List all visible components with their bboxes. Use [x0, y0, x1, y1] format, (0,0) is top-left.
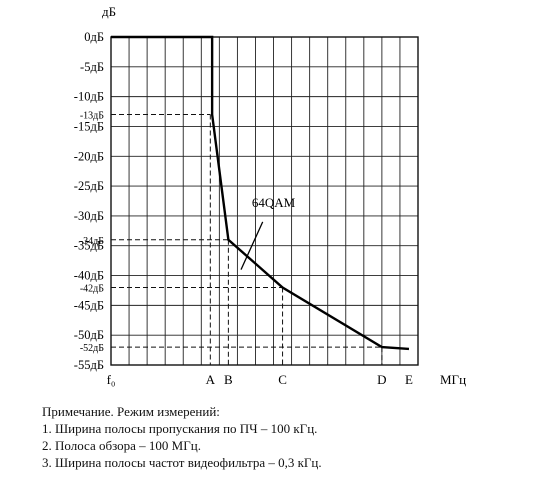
series-label: 64QAM — [252, 195, 296, 210]
x-tick-label: f₀ — [107, 372, 116, 387]
axes — [110, 36, 419, 366]
y-tick-label: -42дБ — [80, 283, 104, 294]
y-tick-labels: 0дБ -5дБ -10дБ -13дБ-15дБ -20дБ -25дБ -30дБ -34… — [74, 30, 104, 372]
plot-frame — [110, 36, 419, 366]
x-tick-labels: f₀ A B C D E — [107, 372, 413, 387]
y-tick-label: -30дБ — [74, 209, 104, 223]
series: 64QAM — [111, 35, 410, 351]
series-line — [111, 35, 410, 351]
y-tick-label: -13дБ — [80, 111, 104, 122]
y-tick-label: -10дБ — [74, 90, 104, 104]
x-tick-label: E — [405, 372, 413, 387]
y-axis-unit: дБ — [102, 4, 116, 19]
y-tick-label: -15дБ — [74, 119, 104, 133]
grid — [111, 37, 418, 365]
y-tick-label: -5дБ — [80, 60, 104, 74]
series-label-leader — [240, 221, 264, 270]
x-tick-label: C — [278, 372, 287, 387]
y-tick-label: -34дБ — [80, 236, 104, 247]
chart: 64QAM 0дБ -5дБ -10дБ -13дБ-15дБ -20дБ -25дБ -3… — [74, 4, 466, 387]
y-tick-label: -25дБ — [74, 179, 104, 193]
y-tick-label: -35дБ — [74, 239, 104, 253]
notes-item: 3. Ширина полосы частот видеофильтра – 0… — [42, 455, 322, 470]
y-tick-label: -40дБ — [74, 269, 104, 283]
y-tick-label: -55дБ — [74, 358, 104, 372]
notes-title: Примечание. Режим измерений: — [42, 404, 220, 419]
x-tick-label: B — [224, 372, 233, 387]
x-tick-label: D — [377, 372, 386, 387]
y-tick-label: 0дБ — [84, 30, 104, 44]
y-tick-label: -20дБ — [74, 149, 104, 163]
x-axis-unit: МГц — [440, 372, 466, 387]
y-tick-label: -50дБ — [74, 328, 104, 342]
reference-lines — [111, 114, 383, 365]
notes-item: 2. Полоса обзора – 100 МГц. — [42, 438, 201, 453]
notes: Примечание. Режим измерений: 1. Ширина п… — [42, 403, 322, 471]
notes-item: 1. Ширина полосы пропускания по ПЧ – 100… — [42, 421, 318, 436]
y-tick-label: -52дБ — [80, 343, 104, 354]
x-tick-label: A — [206, 372, 216, 387]
y-tick-label: -45дБ — [74, 298, 104, 312]
